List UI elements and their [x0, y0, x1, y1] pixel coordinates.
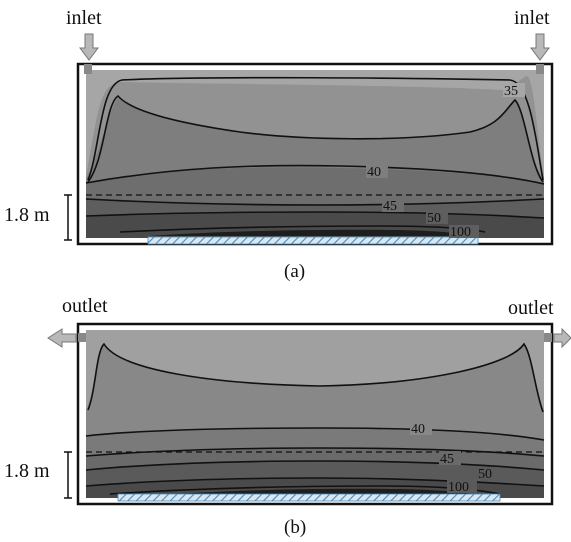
panel-a: 35 40 45 50 100: [64, 33, 554, 246]
svg-text:100: 100: [450, 225, 471, 240]
height-marker-label-a: 1.8 m: [4, 204, 50, 226]
svg-text:100: 100: [448, 480, 469, 495]
contour-50-a: [85, 211, 545, 219]
contour-label-40-b: 40: [410, 421, 432, 437]
contour-50-b: [85, 477, 545, 487]
inlet-port-right: [536, 64, 544, 74]
outlet-arrow-right-icon: [553, 327, 571, 349]
contour-40-a: [85, 164, 545, 185]
height-bracket-b: [64, 451, 72, 499]
svg-text:40: 40: [411, 422, 425, 437]
dark-core-a: [150, 229, 470, 236]
panel-b: 40 45 50 100: [47, 322, 571, 506]
contour-label-50-a: 50: [426, 211, 448, 226]
inlet-label-left: inlet: [66, 7, 102, 29]
heater-strip-b: [117, 493, 501, 502]
contour-35-a: [87, 76, 544, 181]
contour-label-50-b: 50: [477, 467, 499, 482]
svg-text:40: 40: [367, 165, 381, 180]
inlet-arrow-right-icon: [530, 33, 550, 61]
height-marker-label-b: 1.8 m: [4, 460, 50, 482]
svg-text:45: 45: [440, 452, 454, 467]
contour-45-a: [85, 198, 545, 206]
svg-text:50: 50: [478, 467, 492, 482]
zone-35-40-a: [86, 70, 544, 180]
caption-a: (a): [284, 261, 306, 282]
contour-label-45-a: 45: [382, 198, 404, 214]
outlet-port-right: [544, 333, 552, 342]
contour-label-35-a: 35: [503, 83, 525, 99]
inlet-label-right: inlet: [514, 7, 550, 29]
inlet-port-left: [84, 64, 92, 74]
svg-text:50: 50: [427, 211, 441, 226]
outlet-label-left: outlet: [62, 295, 108, 317]
contour-40-b: [85, 427, 545, 441]
outlet-label-right: outlet: [508, 297, 554, 319]
contour-label-100-a: 100: [449, 225, 479, 240]
zone-top-b: [86, 330, 544, 410]
contour-35b-a: [87, 94, 544, 183]
caption-b: (b): [284, 517, 307, 538]
heater-strip-a: [147, 236, 479, 245]
svg-text:45: 45: [383, 199, 397, 214]
contour-label-45-b: 45: [439, 451, 461, 467]
outlet-arrow-left-icon: [47, 328, 77, 348]
svg-text:35: 35: [504, 84, 518, 99]
inlet-arrow-left-icon: [79, 33, 99, 61]
contour-label-40-a: 40: [366, 164, 388, 180]
contour-45-b: [85, 460, 545, 471]
outlet-port-left: [78, 333, 86, 342]
zone-top-a: [86, 70, 544, 176]
contour-upper-b: [87, 342, 544, 413]
contour-label-100-b: 100: [447, 480, 477, 495]
height-bracket-a: [64, 194, 72, 241]
